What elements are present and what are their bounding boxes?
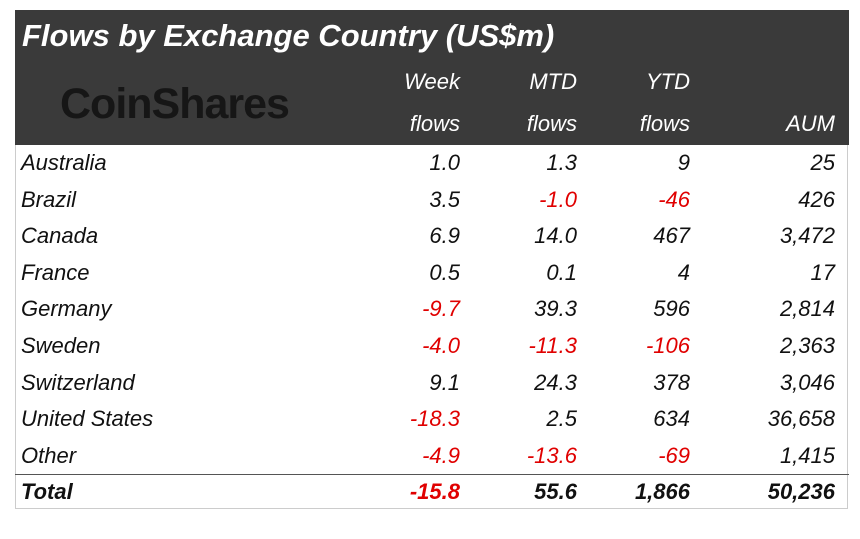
total-value: 55.6 bbox=[534, 479, 577, 504]
cell-value: -9.7 bbox=[422, 296, 460, 322]
cell-value: 36,658 bbox=[767, 406, 835, 432]
row-label: Germany bbox=[21, 296, 112, 322]
cell-value: -13.6 bbox=[526, 442, 577, 468]
cell-value: 4 bbox=[677, 259, 690, 285]
cell-value: 17 bbox=[810, 259, 835, 285]
column-header: Week bbox=[404, 69, 460, 94]
cell-value: 467 bbox=[653, 223, 690, 249]
column-header: flows bbox=[526, 111, 577, 136]
cell-value: 1,415 bbox=[779, 442, 835, 468]
cell-value: 426 bbox=[798, 186, 835, 212]
title: Flows by Exchange Country (US$m) bbox=[22, 18, 555, 53]
cell-value: 24.3 bbox=[534, 369, 577, 395]
total-value: 1,866 bbox=[634, 479, 690, 504]
column-header: flows bbox=[639, 111, 690, 136]
cell-value: 14.0 bbox=[534, 223, 577, 249]
cell-value: 3.5 bbox=[429, 186, 460, 212]
cell-value: 9 bbox=[677, 150, 690, 175]
cell-value: 3,472 bbox=[779, 223, 835, 249]
total-value: -15.8 bbox=[409, 479, 460, 504]
row-label: Other bbox=[21, 442, 77, 468]
cell-value: 1.0 bbox=[429, 150, 460, 175]
cell-value: 25 bbox=[810, 150, 835, 175]
cell-value: -69 bbox=[658, 442, 690, 468]
row-label: Australia bbox=[21, 150, 107, 175]
row-label: Sweden bbox=[21, 333, 101, 358]
row-label: France bbox=[21, 259, 90, 285]
cell-value: -106 bbox=[645, 333, 690, 358]
cell-value: 378 bbox=[653, 369, 690, 395]
header-band bbox=[15, 10, 849, 145]
cell-value: -46 bbox=[658, 186, 690, 212]
cell-value: -4.0 bbox=[422, 333, 460, 358]
row-label: Switzerland bbox=[21, 369, 135, 395]
cell-value: 2,814 bbox=[779, 296, 835, 322]
cell-value: 2,363 bbox=[779, 333, 835, 358]
row-label: United States bbox=[21, 406, 154, 432]
cell-value: -4.9 bbox=[422, 442, 460, 468]
column-header: flows bbox=[409, 111, 460, 136]
cell-value: 0.1 bbox=[546, 259, 577, 285]
total-divider bbox=[15, 474, 849, 475]
cell-value: 1.3 bbox=[546, 150, 577, 175]
column-header: MTD bbox=[529, 69, 577, 94]
cell-value: 6.9 bbox=[429, 223, 460, 249]
cell-value: 634 bbox=[653, 406, 690, 432]
row-label: Brazil bbox=[21, 186, 77, 212]
logo: CoinShares bbox=[60, 80, 290, 128]
total-label: Total bbox=[21, 479, 73, 504]
row-label: Canada bbox=[21, 223, 99, 249]
cell-value: 39.3 bbox=[534, 296, 577, 322]
cell-value: 3,046 bbox=[779, 369, 835, 395]
cell-value: -1.0 bbox=[539, 186, 577, 212]
column-header: AUM bbox=[786, 111, 835, 136]
cell-value: 2.5 bbox=[546, 406, 577, 432]
cell-value: -11.3 bbox=[528, 333, 577, 358]
cell-value: -18.3 bbox=[409, 406, 460, 432]
cell-value: 9.1 bbox=[429, 369, 460, 395]
cell-value: 0.5 bbox=[429, 259, 460, 285]
total-value: 50,236 bbox=[767, 479, 835, 504]
column-header: YTD bbox=[646, 69, 690, 94]
cell-value: 596 bbox=[653, 296, 690, 322]
